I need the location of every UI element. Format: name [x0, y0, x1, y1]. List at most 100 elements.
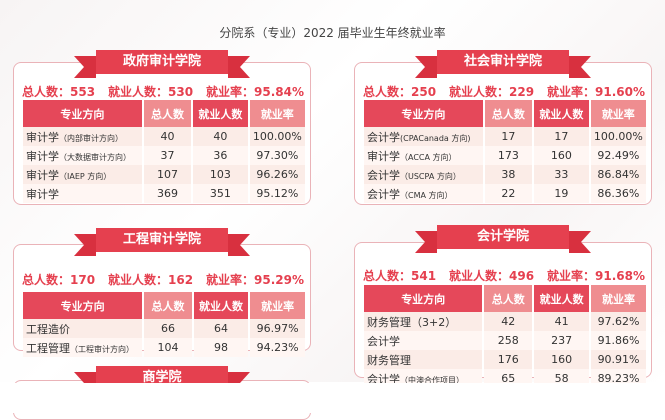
employed-count: 160 [534, 146, 589, 165]
page-title: 分院系（专业）2022 届毕业生年终就业率 [219, 26, 446, 40]
column-header: 就业人数 [534, 285, 590, 312]
column-header: 就业率 [590, 100, 646, 127]
employment-rate: 94.23% [250, 338, 305, 357]
table-row: 审计学（ACCA 方向） 173 160 92.49% [364, 146, 646, 165]
major-name: 会计学 [367, 187, 400, 201]
total-count: 17 [484, 127, 533, 146]
employment-rate: 95.12% [249, 184, 305, 203]
table-row: 审计学（IAEP 方向） 107 103 96.26% [23, 165, 305, 184]
college-name-ribbon: 政府审计学院 [74, 50, 250, 78]
column-header: 总人数 [484, 285, 533, 312]
employed-count: 40 [193, 127, 248, 146]
major-name: 审计学 [26, 149, 59, 163]
column-header: 就业人数 [193, 292, 249, 319]
table-row: 财务管理 176 160 90.91% [364, 350, 646, 369]
major-cell: 审计学（大数据审计方向） [23, 146, 142, 165]
major-name: 会计学 [367, 130, 400, 144]
major-cell: 工程管理（工程审计方向） [23, 338, 143, 357]
college-panel: 总人数：541 就业人数：496 就业率：91.68% 专业方向 总人数 就业人数 就业率财… [354, 242, 652, 388]
table-row: 审计学 369 351 95.12% [23, 184, 305, 203]
total-count: 40 [143, 127, 192, 146]
major-name: 会计学 [367, 168, 400, 182]
total-count: 22 [484, 184, 533, 203]
column-header: 专业方向 [23, 292, 143, 319]
total-count: 38 [484, 165, 533, 184]
employed-count: 36 [193, 146, 248, 165]
major-direction: （工程审计方向） [70, 344, 134, 354]
stat-value: 总人数：541 [363, 269, 437, 283]
column-header: 就业率 [249, 100, 305, 127]
employed-count: 64 [193, 319, 249, 338]
major-cell: 审计学（ACCA 方向） [364, 146, 483, 165]
column-header: 总人数 [144, 292, 192, 319]
major-direction: （ACCA 方向） [400, 152, 457, 162]
college-panel: 总人数：250 就业人数：229 就业率：91.60% 专业方向 总人数 就业人数 就业率会… [354, 62, 652, 205]
total-count: 66 [144, 319, 192, 338]
employed-count: 103 [193, 165, 248, 184]
table-row: 审计学（内部审计方向） 40 40 100.00% [23, 127, 305, 146]
table-row: 工程管理（工程审计方向） 104 98 94.23% [23, 338, 305, 357]
college-name-ribbon: 会计学院 [415, 225, 591, 253]
major-cell: 会计学（USCPA 方向） [364, 165, 483, 184]
employed-count: 33 [534, 165, 589, 184]
college-panel: 总人数：553 就业人数：530 就业率：95.84% 专业方向 总人数 就业人数 就业率审… [13, 62, 311, 205]
employed-count: 160 [534, 350, 590, 369]
column-header: 专业方向 [364, 285, 483, 312]
stat-value: 就业率：95.29% [206, 273, 304, 287]
major-name: 工程管理 [26, 341, 70, 355]
column-header: 专业方向 [23, 100, 142, 127]
employed-count: 17 [534, 127, 589, 146]
stat-value: 总人数：170 [22, 273, 96, 287]
employment-rate: 100.00% [249, 127, 305, 146]
stat-value: 就业人数：229 [449, 85, 535, 99]
employment-rate: 92.49% [590, 146, 646, 165]
employed-count: 237 [534, 331, 590, 350]
major-cell: 财务管理 [364, 350, 483, 369]
major-cell: 会计学 [364, 331, 483, 350]
major-direction: （CMA 方向） [400, 190, 453, 200]
column-header: 总人数 [484, 100, 533, 127]
major-cell: 审计学（内部审计方向） [23, 127, 142, 146]
college-name-ribbon: 社会审计学院 [415, 50, 591, 78]
employment-rate: 97.62% [591, 312, 646, 331]
stat-value: 就业率：91.68% [547, 269, 645, 283]
major-name: 审计学 [367, 149, 400, 163]
stat-value: 就业率：91.60% [547, 85, 645, 99]
major-name: 审计学 [26, 130, 59, 144]
stat-value: 就业率：95.84% [206, 85, 304, 99]
major-name: 工程造价 [26, 322, 70, 336]
table-row: 会计学(CPACanada 方向) 17 17 100.00% [364, 127, 646, 146]
employed-count: 351 [193, 184, 248, 203]
major-cell: 审计学 [23, 184, 142, 203]
table-row: 会计学（CMA 方向） 22 19 86.36% [364, 184, 646, 203]
college-name-ribbon: 工程审计学院 [74, 228, 250, 256]
employment-table: 专业方向 总人数 就业人数 就业率 会计学(CPACanada 方向) 17 17 100.0… [362, 100, 648, 203]
major-name: 审计学 [26, 187, 59, 201]
college-panel: 总人数：170 就业人数：162 就业率：95.29% 专业方向 总人数 就业人数 就业率工… [13, 244, 311, 357]
total-count: 369 [143, 184, 192, 203]
employed-count: 41 [534, 312, 590, 331]
major-name: 财务管理（3+2） [367, 315, 457, 329]
major-direction: （中澳合作项目） [400, 375, 464, 385]
employment-table: 专业方向 总人数 就业人数 就业率 审计学（内部审计方向） 40 40 100.00% 审计学（… [21, 100, 307, 203]
major-name: 会计学 [367, 372, 400, 386]
column-header: 就业率 [591, 285, 646, 312]
college-stats: 总人数：553 就业人数：530 就业率：95.84% [22, 83, 304, 100]
total-count: 42 [484, 312, 533, 331]
major-direction: （USCPA 方向） [400, 171, 461, 181]
total-count: 104 [144, 338, 192, 357]
employment-rate: 97.30% [249, 146, 305, 165]
table-row: 审计学（大数据审计方向） 37 36 97.30% [23, 146, 305, 165]
major-cell: 会计学（CMA 方向） [364, 184, 483, 203]
employment-rate: 90.91% [591, 350, 646, 369]
table-row: 财务管理（3+2） 42 41 97.62% [364, 312, 646, 331]
column-header: 总人数 [143, 100, 192, 127]
major-name: 财务管理 [367, 353, 411, 367]
major-direction: （大数据审计方向） [59, 152, 131, 162]
major-direction: （IAEP 方向） [59, 171, 112, 181]
table-row: 会计学（USCPA 方向） 38 33 86.84% [364, 165, 646, 184]
employed-count: 98 [193, 338, 249, 357]
employment-rate: 91.86% [591, 331, 646, 350]
employed-count: 19 [534, 184, 589, 203]
employment-rate: 96.97% [250, 319, 305, 338]
